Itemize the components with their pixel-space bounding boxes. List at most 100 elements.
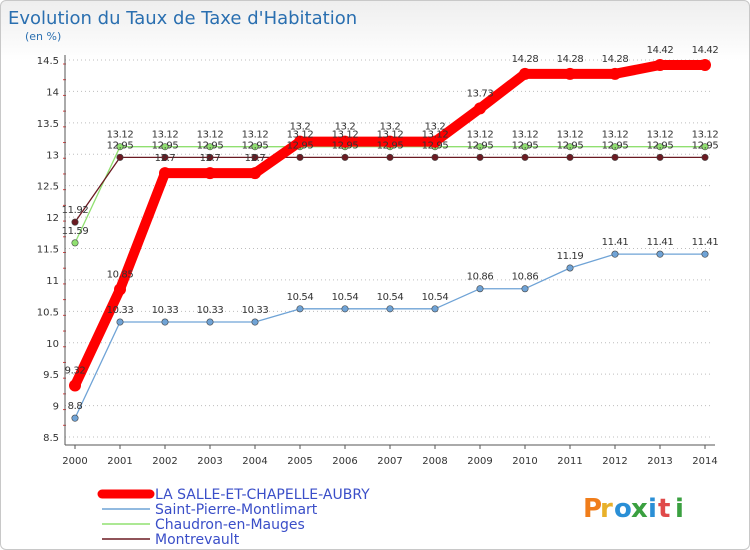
data-label: 10.54: [377, 292, 404, 303]
data-point: [71, 239, 79, 247]
data-point: [251, 318, 259, 326]
y-tick-label: 14.5: [37, 56, 59, 67]
x-tick-label: 2006: [332, 456, 357, 467]
data-label: 12.7: [200, 153, 221, 164]
chart-subtitle: (en %): [25, 30, 61, 43]
data-label: 12.95: [107, 140, 134, 151]
data-label: 8.8: [68, 401, 83, 412]
data-label: 9.32: [65, 365, 86, 376]
data-label: 10.85: [107, 269, 134, 280]
y-tick-label: 13.5: [37, 119, 59, 130]
data-label: 11.92: [62, 205, 89, 216]
data-label: 12.95: [602, 140, 629, 151]
data-label: 12.95: [242, 140, 269, 151]
data-point: [566, 143, 574, 151]
logo-letter: i: [675, 494, 684, 524]
x-tick-label: 2002: [152, 456, 177, 467]
data-label: 10.54: [422, 292, 449, 303]
data-point: [71, 414, 79, 422]
data-label: 13.73: [467, 88, 494, 99]
data-point: [609, 67, 621, 80]
data-label: 13.12: [422, 130, 449, 141]
data-label: 13.12: [512, 130, 539, 141]
data-label: 12.95: [647, 140, 674, 151]
data-point: [476, 285, 484, 293]
data-point: [69, 379, 81, 392]
axes: 8.5 9 9.5 10 10.5 11 11.5 12 12.5 13 13.5 14 14.5 200…: [37, 55, 718, 467]
data-label: 11.19: [557, 251, 584, 262]
data-point: [116, 318, 124, 326]
x-tick-label: 2008: [422, 456, 447, 467]
data-point: [116, 143, 124, 151]
y-tick-label: 8.5: [43, 433, 59, 444]
x-tick-label: 2012: [602, 456, 627, 467]
x-tick-label: 2014: [692, 456, 717, 467]
data-point: [701, 250, 709, 258]
legend: LA SALLE-ET-CHAPELLE-AUBRYSaint-Pierre-M…: [97, 487, 370, 548]
y-tick-label: 10: [46, 339, 59, 350]
data-point: [206, 153, 214, 161]
y-tick-label: 14: [46, 87, 59, 98]
x-tick-label: 2001: [107, 456, 132, 467]
data-label: 12.95: [332, 140, 359, 151]
data-point: [341, 153, 349, 161]
x-tick-label: 2009: [467, 456, 492, 467]
data-point: [114, 283, 126, 296]
data-label: 14.28: [602, 54, 629, 65]
data-label: 13.2: [335, 122, 356, 133]
y-tick-label: 12.5: [37, 182, 59, 193]
chart-title: Evolution du Taux de Taxe d'Habitation: [8, 8, 357, 29]
x-tick-label: 2003: [197, 456, 222, 467]
data-point: [159, 167, 171, 180]
legend-label: Saint-Pierre-Montlimart: [155, 502, 318, 518]
series-layer: [69, 59, 711, 422]
data-point: [701, 143, 709, 151]
data-label: 12.95: [512, 140, 539, 151]
data-point: [611, 250, 619, 258]
data-label: 13.12: [152, 130, 179, 141]
data-point: [519, 67, 531, 80]
data-point: [431, 305, 439, 313]
data-label: 14.42: [692, 45, 719, 56]
data-point: [521, 143, 529, 151]
data-label: 10.54: [332, 292, 359, 303]
data-point: [206, 143, 214, 151]
data-label: 10.33: [107, 305, 134, 316]
data-point: [701, 153, 709, 161]
y-tick-label: 11: [46, 276, 59, 287]
logo-letter: i: [648, 494, 657, 524]
data-point: [161, 318, 169, 326]
proxiti-logo: Pr o x i t i: [583, 494, 684, 524]
data-label: 10.33: [197, 305, 224, 316]
data-label: 13.12: [692, 130, 719, 141]
data-label: 13.12: [557, 130, 584, 141]
data-point: [294, 135, 306, 148]
logo-letter: o: [614, 494, 632, 524]
data-labels: 8.8 10.33 10.33 10.33 10.33 10.54 10.54 10.54 10…: [62, 45, 719, 412]
data-point: [474, 102, 486, 115]
data-label: 14.28: [512, 54, 539, 65]
data-point: [251, 143, 259, 151]
data-point: [339, 135, 351, 148]
data-label: 10.86: [512, 272, 539, 283]
logo-letter: r: [600, 494, 613, 524]
data-point: [251, 153, 259, 161]
series-line-saint-pierre-montlimart: [74, 253, 706, 419]
data-point: [656, 153, 664, 161]
series-line-la-salle-et-chapelle-aubry: [70, 60, 710, 391]
data-point: [386, 305, 394, 313]
data-point: [566, 153, 574, 161]
data-point: [386, 153, 394, 161]
data-point: [654, 59, 666, 72]
data-point: [521, 153, 529, 161]
legend-label: Chaudron-en-Mauges: [155, 517, 305, 533]
data-point: [296, 153, 304, 161]
data-label: 13.2: [380, 122, 401, 133]
data-label: 13.2: [425, 122, 446, 133]
data-point: [656, 143, 664, 151]
data-label: 11.59: [62, 226, 89, 237]
data-point: [564, 67, 576, 80]
data-label: 12.95: [197, 140, 224, 151]
data-label: 13.12: [287, 130, 314, 141]
x-tick-label: 2011: [557, 456, 582, 467]
